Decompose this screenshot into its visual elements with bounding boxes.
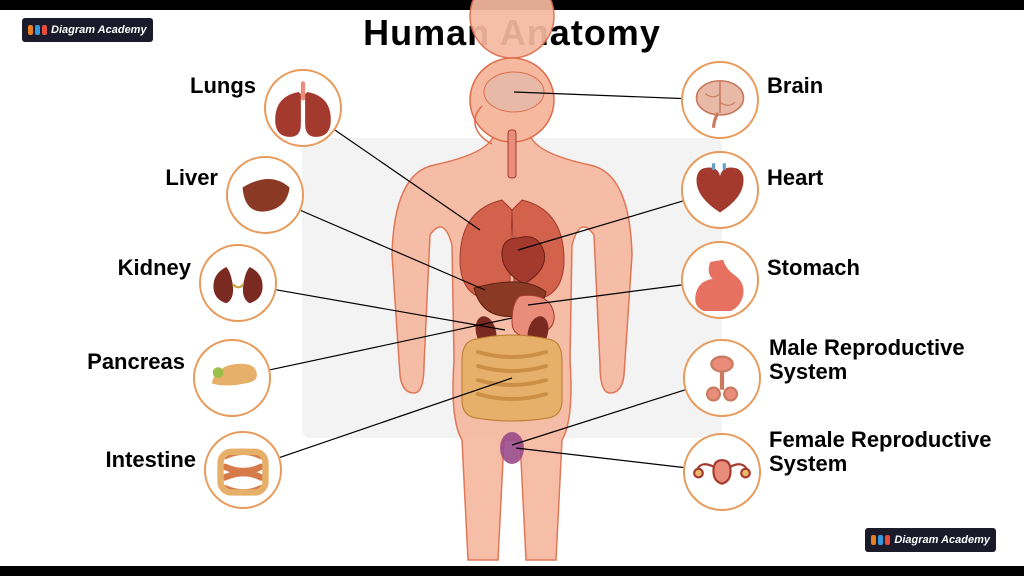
brain-icon <box>689 69 751 131</box>
organ-circle-lungs <box>264 69 342 147</box>
organ-circle-pancreas <box>193 339 271 417</box>
label-intestine: Intestine <box>106 448 196 472</box>
label-male: Male ReproductiveSystem <box>769 336 965 384</box>
bottom-bar <box>0 566 1024 576</box>
page-title: Human Anatomy <box>0 12 1024 54</box>
lungs-icon <box>272 77 334 139</box>
stomach-icon <box>689 249 751 311</box>
label-lungs: Lungs <box>190 74 256 98</box>
watermark <box>302 138 722 438</box>
organ-circle-liver <box>226 156 304 234</box>
liver-icon <box>234 164 296 226</box>
female-icon <box>691 441 753 503</box>
top-bar <box>0 0 1024 10</box>
brand-badge-bottom: Diagram Academy <box>865 528 996 552</box>
label-brain: Brain <box>767 74 823 98</box>
heart-icon <box>689 159 751 221</box>
organ-circle-intestine <box>204 431 282 509</box>
anatomy-diagram: Diagram Academy Diagram Academy Human An… <box>0 0 1024 576</box>
label-kidney: Kidney <box>118 256 191 280</box>
label-liver: Liver <box>165 166 218 190</box>
label-female: Female ReproductiveSystem <box>769 428 992 476</box>
label-stomach: Stomach <box>767 256 860 280</box>
organ-circle-brain <box>681 61 759 139</box>
organ-circle-female <box>683 433 761 511</box>
organ-circle-kidney <box>199 244 277 322</box>
organ-circle-male <box>683 339 761 417</box>
organ-circle-stomach <box>681 241 759 319</box>
intestine-icon <box>212 439 274 501</box>
label-pancreas: Pancreas <box>87 350 185 374</box>
organ-circle-heart <box>681 151 759 229</box>
pancreas-icon <box>201 347 263 409</box>
brand-text: Diagram Academy <box>894 534 990 546</box>
label-heart: Heart <box>767 166 823 190</box>
male-icon <box>691 347 753 409</box>
kidney-icon <box>207 252 269 314</box>
